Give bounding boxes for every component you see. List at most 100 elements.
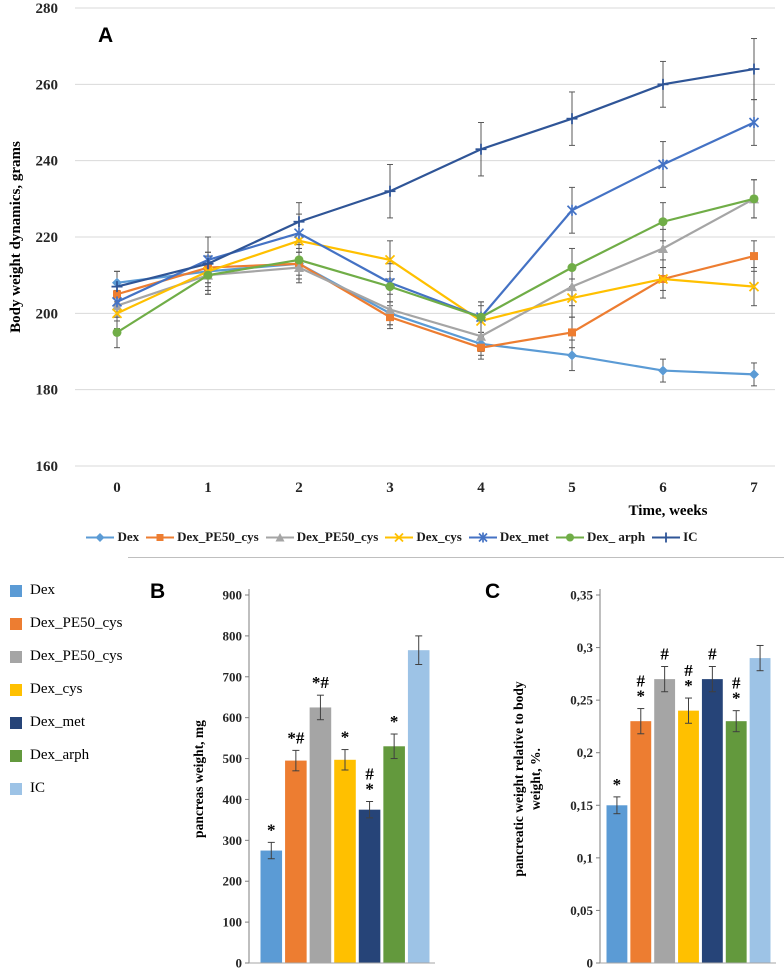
svg-text:*#: *# xyxy=(287,728,305,747)
svg-text:100: 100 xyxy=(223,915,243,930)
legend-color-swatch-icon xyxy=(10,584,22,597)
svg-text:300: 300 xyxy=(223,833,243,848)
bar-legend-item: Dex_PE50_cys xyxy=(10,613,123,634)
svg-text:0: 0 xyxy=(113,480,121,496)
legend-color-swatch-icon xyxy=(10,782,22,795)
svg-text:#: # xyxy=(732,674,741,693)
section-divider xyxy=(128,557,784,558)
line-legend-marker-icon xyxy=(385,532,414,542)
legend-color-swatch-icon xyxy=(10,650,22,663)
bar-charts-legend: Dex Dex_PE50_cys Dex_PE50_cys Dex_cys Dex_me… xyxy=(10,580,123,799)
svg-text:#: # xyxy=(684,661,693,680)
svg-text:900: 900 xyxy=(223,588,243,603)
svg-text:800: 800 xyxy=(223,628,243,643)
svg-text:weight, %.: weight, %. xyxy=(528,748,543,810)
svg-text:1: 1 xyxy=(204,480,212,496)
svg-text:0,05: 0,05 xyxy=(570,903,593,918)
svg-text:*: * xyxy=(732,689,741,708)
panel-a-label: A xyxy=(98,24,114,47)
svg-text:260: 260 xyxy=(36,77,59,93)
svg-text:2: 2 xyxy=(295,480,303,496)
body-weight-line-chart: 160 180 200 220 240 260 280 0 1 2 3 4 5 6 7 Body weight… xyxy=(8,1,775,519)
svg-text:3: 3 xyxy=(386,480,394,496)
svg-text:Body weight dynamics, grams: Body weight dynamics, grams xyxy=(8,141,24,333)
svg-text:280: 280 xyxy=(36,1,59,17)
line-legend-item: Dex xyxy=(86,529,139,545)
line-legend-marker-icon xyxy=(468,532,497,542)
line-legend-label: IC xyxy=(683,529,698,544)
svg-text:700: 700 xyxy=(223,669,243,684)
bar-legend-item: Dex_cys xyxy=(10,679,123,700)
svg-text:0: 0 xyxy=(587,956,594,970)
svg-text:*: * xyxy=(341,728,350,747)
svg-text:pancreas weight, mg: pancreas weight, mg xyxy=(191,720,206,838)
svg-text:500: 500 xyxy=(223,751,243,766)
line-legend-item: Dex_met xyxy=(468,529,549,545)
line-legend-item: Dex_PE50_cys xyxy=(265,529,379,545)
bar-legend-item: Dex_arph xyxy=(10,745,123,766)
line-legend-label: Dex_met xyxy=(499,529,549,544)
svg-text:0,1: 0,1 xyxy=(577,850,593,865)
line-legend-label: Dex_PE50_cys xyxy=(177,529,259,544)
svg-text:180: 180 xyxy=(36,383,59,399)
svg-text:0,35: 0,35 xyxy=(570,588,593,603)
line-legend-item: IC xyxy=(652,529,698,545)
bar-legend-item: IC xyxy=(10,778,123,799)
line-legend-marker-icon xyxy=(265,532,294,541)
svg-text:*#: *# xyxy=(312,673,330,692)
svg-text:#: # xyxy=(365,764,374,783)
svg-text:*: * xyxy=(267,820,276,839)
svg-text:0,15: 0,15 xyxy=(570,798,593,813)
svg-text:4: 4 xyxy=(477,480,485,496)
svg-text:Time, weeks: Time, weeks xyxy=(629,503,708,519)
panel-b-label: B xyxy=(150,580,166,603)
line-legend-item: Dex_cys xyxy=(385,529,462,545)
svg-text:200: 200 xyxy=(36,306,59,322)
relative-weight-bar-chart: 0 0,05 0,1 0,15 0,2 0,25 0,3 0,35 pancreatic wei… xyxy=(511,588,776,970)
legend-color-swatch-icon xyxy=(10,617,22,630)
svg-text:#: # xyxy=(637,672,646,691)
bar-legend-label: Dex_met xyxy=(30,714,85,730)
line-legend-marker-icon xyxy=(555,533,584,541)
svg-text:600: 600 xyxy=(223,710,243,725)
line-legend-label: Dex_ arph xyxy=(586,529,646,544)
svg-text:0,3: 0,3 xyxy=(577,640,594,655)
bar-legend-label: Dex_arph xyxy=(30,747,90,763)
bar-legend-label: Dex xyxy=(30,582,55,598)
line-legend-marker-icon xyxy=(86,532,115,542)
bar-legend-item: Dex xyxy=(10,580,123,601)
bar-legend-label: Dex_PE50_cys xyxy=(30,615,123,631)
svg-text:160: 160 xyxy=(36,459,59,475)
svg-text:0,25: 0,25 xyxy=(570,693,593,708)
bar-legend-label: IC xyxy=(30,780,45,796)
svg-text:#: # xyxy=(708,644,717,663)
line-legend-label: Dex_PE50_cys xyxy=(296,529,379,544)
svg-text:*: * xyxy=(365,779,374,798)
line-legend-item: Dex_ arph xyxy=(555,529,646,545)
pancreas-weight-bar-chart: 0 100 200 300 400 500 600 700 800 900 pancreas wei… xyxy=(191,588,435,970)
svg-text:*: * xyxy=(390,712,399,731)
line-legend-marker-icon xyxy=(652,532,681,542)
svg-text:200: 200 xyxy=(223,874,243,889)
legend-color-swatch-icon xyxy=(10,683,22,696)
panel-c-label: C xyxy=(485,580,501,603)
panel-b: B 0 100 200 300 400 500 600 700 800 900 pancreas w… xyxy=(145,570,455,970)
svg-text:5: 5 xyxy=(568,480,576,496)
bottom-panels: Dex Dex_PE50_cys Dex_PE50_cys Dex_cys Dex_me… xyxy=(0,570,784,970)
svg-text:0,2: 0,2 xyxy=(577,745,593,760)
svg-text:240: 240 xyxy=(36,154,59,170)
legend-color-swatch-icon xyxy=(10,749,22,762)
line-chart-legend: Dex Dex_PE50_cys Dex_PE50_cys Dex_cys Dex_me… xyxy=(0,529,784,545)
bar-legend-label: Dex_cys xyxy=(30,681,83,697)
line-legend-item: Dex_PE50_cys xyxy=(146,529,259,545)
line-legend-label: Dex xyxy=(117,529,140,544)
svg-text:0: 0 xyxy=(236,956,243,970)
svg-text:7: 7 xyxy=(750,480,758,496)
bar-legend-label: Dex_PE50_cys xyxy=(30,648,123,664)
bar-legend-item: Dex_PE50_cys xyxy=(10,646,123,667)
line-legend-marker-icon xyxy=(146,533,175,541)
svg-text:*: * xyxy=(684,676,693,695)
svg-text:6: 6 xyxy=(659,480,667,496)
svg-text:#: # xyxy=(660,644,669,663)
